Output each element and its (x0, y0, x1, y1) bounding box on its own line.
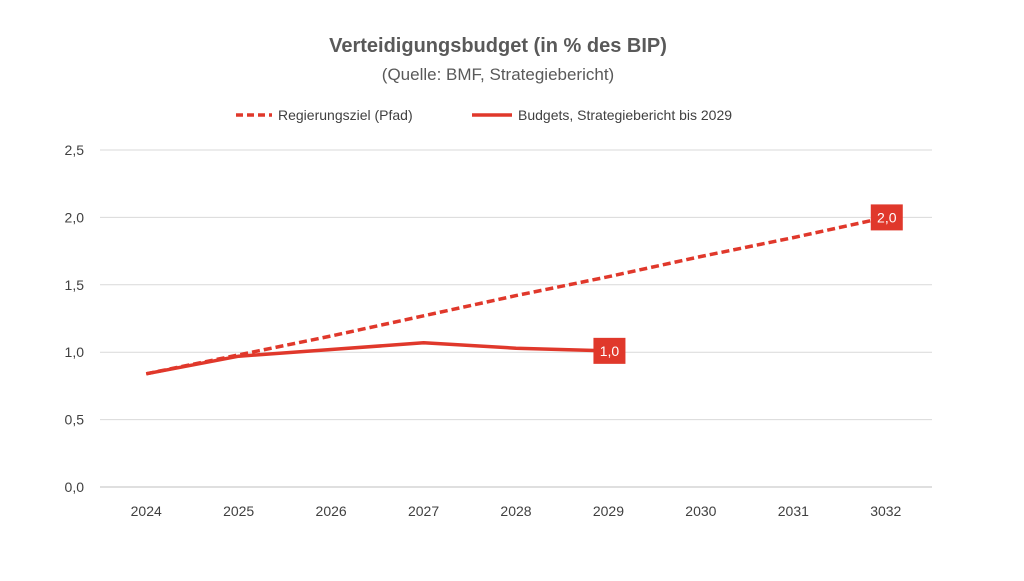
data-label: 1,0 (593, 337, 626, 364)
y-tick-label: 0,0 (65, 479, 85, 495)
gridlines (100, 149, 932, 488)
data-label-box (870, 204, 903, 231)
x-axis-ticks: 2024 2025 2026 2027 2028 2029 2030 2031 3032 (131, 503, 902, 519)
chart-title: Verteidigungsbudget (in % des BIP) (329, 35, 667, 57)
x-tick-label: 2031 (778, 503, 809, 519)
y-tick-label: 2,0 (65, 209, 85, 225)
x-tick-label: 2026 (316, 503, 347, 519)
legend-label-target: Regierungsziel (Pfad) (278, 107, 413, 123)
x-tick-label: 3032 (870, 503, 901, 519)
x-tick-label: 2024 (131, 503, 162, 519)
series-line-target (145, 215, 887, 376)
y-tick-label: 1,0 (65, 344, 85, 360)
chart-subtitle: (Quelle: BMF, Strategiebericht) (382, 65, 614, 84)
x-tick-label: 2030 (685, 503, 716, 519)
x-tick-label: 2029 (593, 503, 624, 519)
x-tick-label: 2027 (408, 503, 439, 519)
x-tick-label: 2025 (223, 503, 254, 519)
data-label-text: 1,0 (600, 343, 620, 359)
y-tick-label: 0,5 (65, 412, 85, 428)
y-tick-label: 1,5 (65, 277, 85, 293)
data-label-text: 2,0 (877, 209, 897, 225)
y-axis-ticks: 0,0 0,5 1,0 1,5 2,0 2,5 (65, 142, 85, 495)
x-tick-label: 2028 (500, 503, 531, 519)
legend-label-budget: Budgets, Strategiebericht bis 2029 (518, 107, 732, 123)
data-label: 2,0 (870, 204, 903, 231)
data-labels: 2,0 1,0 (593, 204, 903, 364)
legend: Regierungsziel (Pfad) Budgets, Strategie… (236, 107, 732, 123)
data-label-box (593, 337, 626, 364)
series-lines (145, 215, 887, 376)
series-line-budget (145, 341, 609, 376)
y-tick-label: 2,5 (65, 142, 85, 158)
